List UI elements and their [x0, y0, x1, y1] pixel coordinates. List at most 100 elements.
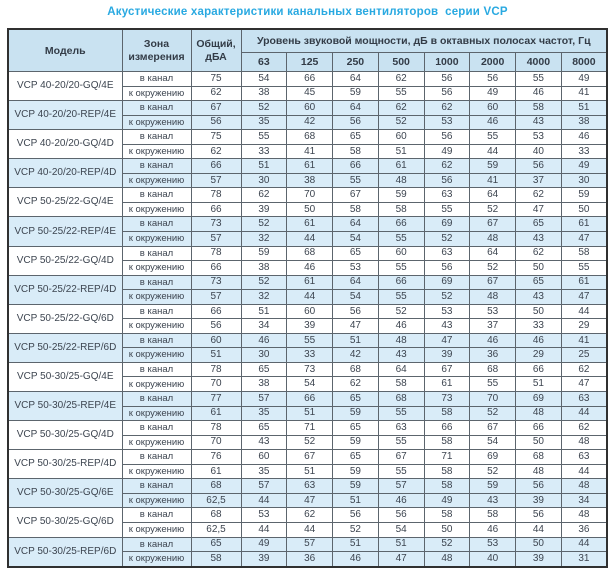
octave-band-value-cell: 52 [240, 274, 288, 291]
total-dba-cell: 56 [190, 318, 242, 334]
octave-band-value-cell: 58 [377, 201, 425, 218]
octave-band-value-cell: 52 [240, 216, 288, 233]
octave-band-value-cell: 51 [240, 158, 288, 174]
octave-band-value-cell: 55 [377, 260, 425, 276]
octave-band-value-cell: 40 [515, 143, 562, 160]
octave-band-value-cell: 49 [240, 536, 288, 553]
octave-band-value-cell: 71 [423, 449, 471, 465]
octave-band-value-cell: 66 [286, 391, 333, 407]
model-cell: VCP 50-25/22-REP/4D [7, 274, 123, 305]
octave-band-value-cell: 65 [515, 216, 562, 233]
octave-band-value-cell: 68 [377, 391, 425, 407]
octave-band-value-cell: 69 [515, 391, 562, 407]
octave-band-value-cell: 38 [286, 172, 333, 189]
table-row: VCP 50-25/22-REP/4D в канал 73 52 61 64 66 69 67… [7, 274, 608, 305]
octave-band-value-cell: 38 [560, 114, 608, 131]
column-header-frequency: 63 [240, 51, 288, 73]
table-row: к окружению 58 39 36 46 47 48 40 39 31 [8, 551, 608, 568]
octave-band-value-cell: 58 [423, 434, 471, 451]
total-dba-cell: 62,5 [190, 492, 242, 509]
octave-band-value-cell: 58 [560, 245, 608, 262]
octave-band-value-cell: 55 [377, 434, 425, 451]
octave-band-value-cell: 73 [423, 391, 471, 407]
octave-band-value-cell: 66 [377, 274, 425, 291]
octave-band-value-cell: 36 [560, 521, 608, 538]
total-dba-cell: 62 [190, 143, 242, 160]
total-dba-cell: 51 [190, 347, 242, 363]
octave-band-value-cell: 73 [286, 361, 333, 378]
measurement-zone-cell: к окружению [121, 260, 192, 276]
octave-band-value-cell: 59 [332, 85, 379, 102]
octave-band-value-cell: 44 [286, 289, 333, 305]
octave-band-value-cell: 39 [240, 201, 288, 218]
table-row: к окружению 62,5 44 47 51 46 49 43 39 34 [8, 492, 608, 509]
model-cell: VCP 50-30/25-REP/4D [7, 449, 123, 480]
measurement-zone-cell: к окружению [121, 434, 192, 451]
octave-band-value-cell: 65 [332, 245, 379, 262]
octave-band-value-cell: 44 [515, 521, 562, 538]
measurement-zone-cell: в канал [121, 332, 192, 349]
page-title: Акустические характеристики канальных ве… [107, 6, 508, 18]
table-row: к окружению 62 33 41 58 51 49 44 40 33 [8, 143, 608, 160]
measurement-zone-cell: к окружению [121, 347, 192, 363]
octave-band-value-cell: 59 [332, 478, 379, 494]
total-dba-cell: 66 [190, 158, 242, 174]
octave-band-value-cell: 46 [377, 318, 425, 334]
measurement-zone-cell: к окружению [121, 143, 192, 160]
octave-band-value-cell: 54 [332, 289, 379, 305]
octave-band-value-cell: 58 [423, 507, 471, 523]
measurement-zone-cell: в канал [121, 391, 192, 407]
octave-band-value-cell: 55 [377, 85, 425, 102]
table-row: VCP 50-30/25-GQ/6D в канал 68 53 62 56 56 58 58 5… [7, 507, 608, 538]
octave-band-value-cell: 43 [377, 347, 425, 363]
total-dba-cell: 62,5 [190, 521, 242, 538]
octave-band-value-cell: 65 [240, 361, 288, 378]
octave-band-value-cell: 64 [469, 245, 516, 262]
octave-band-value-cell: 56 [377, 507, 425, 523]
octave-band-value-cell: 58 [423, 405, 471, 422]
octave-band-value-cell: 50 [515, 536, 562, 553]
measurement-zone-cell: к окружению [121, 114, 192, 131]
octave-band-value-cell: 51 [240, 303, 288, 320]
octave-band-value-cell: 56 [423, 129, 471, 145]
octave-band-value-cell: 57 [240, 478, 288, 494]
octave-band-value-cell: 56 [332, 114, 379, 131]
octave-band-value-cell: 66 [423, 420, 471, 436]
column-header-frequency: 8000 [560, 51, 608, 73]
octave-band-value-cell: 53 [423, 303, 471, 320]
octave-band-value-cell: 43 [240, 434, 288, 451]
total-dba-cell: 56 [190, 114, 242, 131]
total-dba-cell: 78 [190, 245, 242, 262]
octave-band-value-cell: 50 [515, 303, 562, 320]
table-row: VCP 40-20/20-REP/4D в канал 66 51 61 66 61 62 59… [7, 158, 608, 189]
octave-band-value-cell: 43 [515, 289, 562, 305]
total-dba-cell: 73 [190, 274, 242, 291]
measurement-zone-cell: в канал [121, 303, 192, 320]
octave-band-value-cell: 43 [469, 492, 516, 509]
measurement-zone-cell: в канал [121, 420, 192, 436]
octave-band-value-cell: 32 [240, 289, 288, 305]
octave-band-value-cell: 44 [560, 536, 608, 553]
octave-band-value-cell: 50 [286, 201, 333, 218]
measurement-zone-cell: в канал [121, 449, 192, 465]
octave-band-value-cell: 50 [515, 434, 562, 451]
octave-band-value-cell: 67 [469, 420, 516, 436]
octave-band-value-cell: 33 [560, 143, 608, 160]
octave-band-value-cell: 56 [423, 71, 471, 87]
octave-band-value-cell: 62 [560, 361, 608, 378]
octave-band-value-cell: 70 [286, 187, 333, 203]
octave-band-value-cell: 47 [377, 551, 425, 568]
octave-band-value-cell: 47 [332, 318, 379, 334]
octave-band-value-cell: 67 [377, 449, 425, 465]
octave-band-value-cell: 48 [560, 434, 608, 451]
model-cell: VCP 40-20/20-REP/4D [7, 158, 123, 189]
column-header-frequency: 250 [332, 51, 379, 73]
measurement-zone-cell: в канал [121, 536, 192, 553]
octave-band-value-cell: 61 [286, 274, 333, 291]
octave-band-value-cell: 65 [240, 420, 288, 436]
table-row: к окружению 70 38 54 62 58 61 55 51 47 [8, 376, 608, 393]
octave-band-value-cell: 46 [240, 332, 288, 349]
octave-band-value-cell: 54 [377, 521, 425, 538]
octave-band-value-cell: 64 [332, 216, 379, 233]
octave-band-value-cell: 55 [423, 201, 471, 218]
